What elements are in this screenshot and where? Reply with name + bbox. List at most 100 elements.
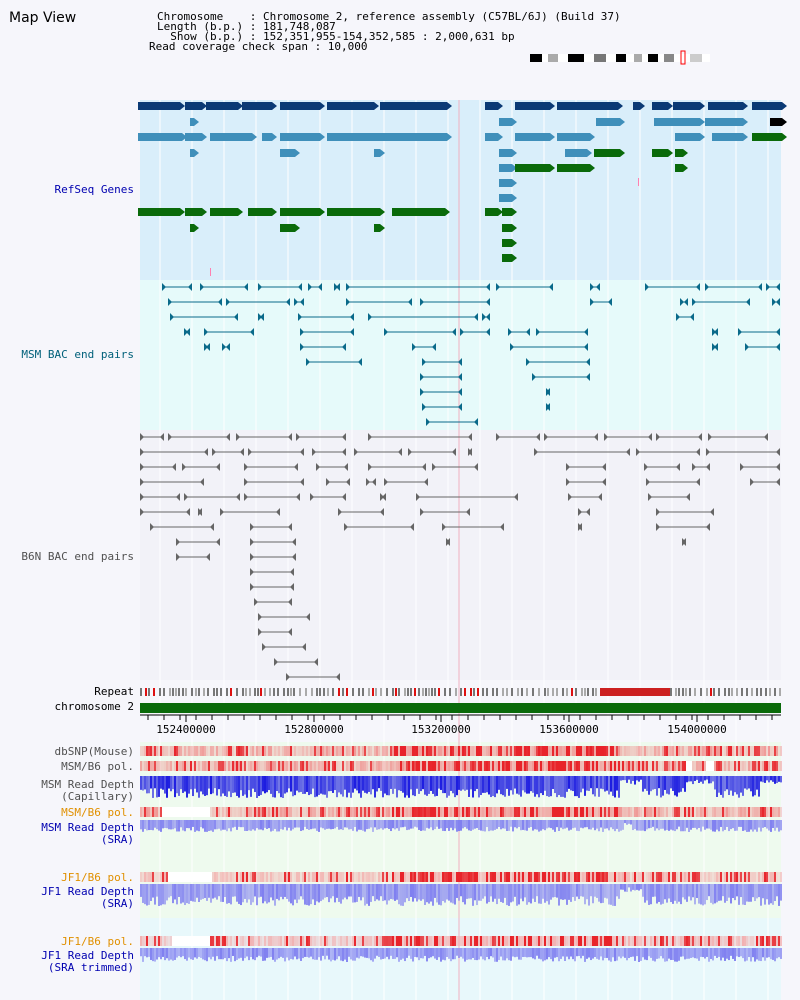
track-label-refseq[interactable]: RefSeq Genes bbox=[54, 183, 134, 196]
msm-b6-pol-sra-density bbox=[574, 807, 576, 817]
repeat-element bbox=[269, 688, 271, 696]
dbsnp-density bbox=[520, 746, 522, 756]
dbsnp-density bbox=[486, 746, 488, 756]
refseq-track-bg bbox=[140, 100, 781, 280]
dbsnp-density bbox=[590, 746, 592, 756]
jf1-b6-pol-density bbox=[252, 872, 254, 882]
repeat-element bbox=[511, 688, 513, 696]
b6n-bac-pair-end bbox=[312, 448, 316, 456]
msm-b6-pol-density bbox=[604, 761, 606, 771]
dbsnp-density bbox=[300, 746, 302, 756]
jf1-depth-sra bbox=[260, 884, 262, 897]
msm-b6-pol-sra-density bbox=[204, 807, 206, 817]
msm-b6-pol-sra-density bbox=[684, 807, 686, 817]
dbsnp-density bbox=[264, 746, 266, 756]
msm-depth-capillary bbox=[410, 776, 412, 790]
jf1-depth-sra bbox=[318, 884, 320, 903]
jf1-b6-pol-density bbox=[778, 872, 780, 882]
jf1-depth-sra bbox=[278, 884, 280, 901]
msm-b6-pol-density bbox=[232, 761, 234, 771]
track-label-msm-depth-cap: MSM Read Depth bbox=[41, 778, 134, 791]
jf1-b6-pol-trim-density bbox=[416, 936, 418, 946]
dbsnp-density bbox=[252, 746, 254, 756]
jf1-depth-sra-trimmed bbox=[200, 948, 202, 958]
jf1-b6-pol-density bbox=[584, 872, 586, 882]
jf1-b6-pol-density bbox=[692, 872, 694, 882]
dbsnp-density bbox=[588, 746, 590, 756]
msm-bac-pair-end bbox=[746, 298, 750, 306]
jf1-depth-sra-trimmed bbox=[214, 948, 216, 961]
jf1-depth-sra bbox=[418, 884, 420, 900]
jf1-depth-sra bbox=[610, 884, 612, 905]
track-label-msm-bac[interactable]: MSM BAC end pairs bbox=[21, 348, 134, 361]
dbsnp-density bbox=[240, 746, 242, 756]
msm-depth-sra bbox=[406, 820, 408, 831]
msm-depth-capillary bbox=[778, 776, 780, 782]
msm-depth-sra bbox=[436, 820, 438, 827]
msm-b6-pol-density bbox=[436, 761, 438, 771]
msm-depth-sra bbox=[228, 820, 230, 829]
jf1-depth-sra bbox=[694, 884, 696, 905]
msm-b6-pol-density bbox=[556, 761, 558, 771]
msm-b6-pol-sra-density bbox=[572, 807, 574, 817]
jf1-depth-sra-trimmed bbox=[742, 948, 744, 959]
jf1-depth-sra-trimmed bbox=[540, 948, 542, 960]
msm-depth-capillary bbox=[734, 776, 736, 793]
msm-depth-capillary bbox=[448, 776, 450, 796]
jf1-b6-pol-trim-density bbox=[378, 936, 380, 946]
refseq-gene bbox=[770, 118, 782, 126]
jf1-b6-pol-trim-density bbox=[502, 936, 504, 946]
msm-b6-pol-density bbox=[372, 761, 374, 771]
jf1-depth-sra bbox=[724, 884, 726, 903]
msm-depth-sra bbox=[420, 820, 422, 831]
msm-b6-pol-sra-density bbox=[282, 807, 284, 817]
msm-depth-sra bbox=[462, 820, 464, 829]
jf1-b6-pol-trim-density bbox=[776, 936, 778, 946]
jf1-b6-pol-density bbox=[552, 872, 554, 882]
jf1-depth-sra bbox=[666, 884, 668, 903]
dbsnp-density bbox=[480, 746, 482, 756]
dbsnp-density bbox=[232, 746, 234, 756]
jf1-b6-pol-trim-density bbox=[460, 936, 462, 946]
track-label-b6n-bac[interactable]: B6N BAC end pairs bbox=[21, 550, 134, 563]
refseq-gene bbox=[206, 102, 238, 110]
repeat-element bbox=[299, 688, 301, 696]
msm-b6-pol-sra-density bbox=[686, 807, 688, 817]
msm-b6-pol-density bbox=[438, 761, 440, 771]
msm-bac-pair-end bbox=[458, 388, 462, 396]
msm-depth-sra bbox=[660, 820, 662, 829]
msm-depth-sra bbox=[414, 820, 416, 827]
msm-depth-sra bbox=[352, 820, 354, 831]
dbsnp-density bbox=[670, 746, 672, 756]
jf1-b6-pol-trim-density bbox=[454, 936, 456, 946]
msm-b6-pol-sra-density bbox=[694, 807, 696, 817]
msm-bac-pair-end bbox=[422, 403, 426, 411]
msm-b6-pol-density bbox=[506, 761, 508, 771]
msm-b6-pol-sra-density bbox=[760, 807, 762, 817]
jf1-b6-pol-trim-density bbox=[206, 936, 208, 946]
b6n-bac-pair-end bbox=[236, 493, 240, 501]
jf1-b6-pol-trim-density bbox=[238, 936, 240, 946]
b6n-bac-pair-end bbox=[706, 523, 710, 531]
jf1-b6-pol-trim-density bbox=[328, 936, 330, 946]
msm-b6-pol-sra-density bbox=[610, 807, 612, 817]
jf1-depth-sra-trimmed bbox=[658, 948, 660, 959]
jf1-b6-pol-trim-density bbox=[180, 936, 182, 946]
msm-depth-sra bbox=[390, 820, 392, 832]
jf1-depth-sra-trimmed bbox=[686, 948, 688, 959]
msm-depth-sra bbox=[476, 820, 478, 829]
jf1-b6-pol-trim-density bbox=[678, 936, 680, 946]
repeat-element bbox=[375, 688, 377, 696]
msm-bac-pair-end bbox=[452, 328, 456, 336]
jf1-depth-sra-trimmed bbox=[346, 948, 348, 962]
jf1-depth-sra-trimmed bbox=[556, 948, 558, 958]
repeat-element bbox=[470, 688, 472, 696]
jf1-depth-sra-trimmed bbox=[386, 948, 388, 957]
b6n-bac-pair-end bbox=[216, 538, 220, 546]
msm-depth-capillary bbox=[676, 776, 678, 797]
msm-depth-capillary bbox=[290, 776, 292, 792]
dbsnp-density bbox=[668, 746, 670, 756]
b6n-bac-pair-end bbox=[244, 493, 248, 501]
msm-depth-sra bbox=[670, 820, 672, 830]
